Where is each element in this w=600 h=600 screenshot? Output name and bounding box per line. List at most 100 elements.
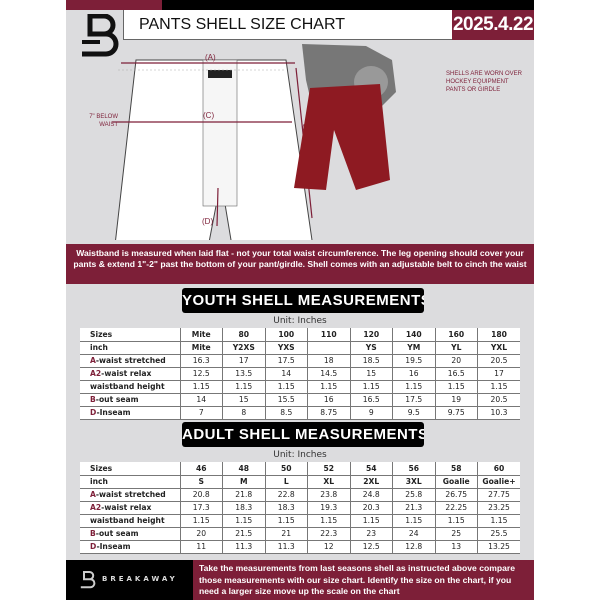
row-label-text: waistband height <box>90 516 165 525</box>
footer-brand-area <box>66 560 193 600</box>
top-bar-accent <box>66 0 162 10</box>
table-cell: 100 <box>265 328 308 342</box>
table-cell: YL <box>435 341 478 355</box>
measurement-letter: A2 <box>90 503 102 512</box>
row-label: A-waist stretched <box>80 488 181 502</box>
row-label-text: -Inseam <box>96 408 131 417</box>
measurement-letter: A2 <box>90 369 102 378</box>
pants-shell-photo <box>294 44 396 190</box>
table-cell: 1.15 <box>435 380 478 394</box>
top-bar-dark <box>162 0 534 10</box>
table-cell: 60 <box>477 462 520 476</box>
table-cell: 160 <box>435 328 478 342</box>
measurement-letter: A <box>90 490 96 499</box>
table-cell: Goalie <box>435 475 478 489</box>
table-cell: 58 <box>435 462 478 476</box>
table-cell: 25.8 <box>392 488 436 502</box>
youth-section-title: YOUTH SHELL MEASUREMENTS <box>182 288 424 313</box>
table-cell: 17 <box>477 367 520 381</box>
row-label-text: -out seam <box>95 395 139 404</box>
table-cell: YXS <box>265 341 308 355</box>
table-cell: 19.3 <box>307 501 351 515</box>
table-cell: 13 <box>435 540 478 554</box>
table-cell: 18.3 <box>222 501 266 515</box>
table-cell: YS <box>350 341 393 355</box>
table-cell: Goalie+ <box>477 475 520 489</box>
table-cell: 14 <box>180 393 223 407</box>
table-cell: 8.75 <box>307 406 351 420</box>
table-cell: 7 <box>180 406 223 420</box>
table-cell: YM <box>392 341 436 355</box>
table-cell: 23.8 <box>307 488 351 502</box>
table-cell: 21.3 <box>392 501 436 515</box>
table-cell: 180 <box>477 328 520 342</box>
table-row: inch Mite Y2XS YXS YS YM YL YXL <box>80 341 520 355</box>
table-cell: 21.8 <box>222 488 266 502</box>
table-cell: 120 <box>350 328 393 342</box>
row-label-text: Sizes <box>90 463 113 473</box>
measurement-letter: D <box>90 408 97 417</box>
table-cell: 16 <box>307 393 351 407</box>
footer-logo-icon <box>80 571 96 589</box>
adult-section-title: ADULT SHELL MEASUREMENTS <box>182 422 424 447</box>
seven-below-waist-note: 7" BELOW WAIST <box>89 114 118 128</box>
table-cell: 16.5 <box>435 367 478 381</box>
table-cell: 13.25 <box>477 540 520 554</box>
table-cell: L <box>265 475 308 489</box>
table-cell: 110 <box>307 328 351 342</box>
table-cell: S <box>180 475 223 489</box>
table-cell: 3XL <box>392 475 436 489</box>
table-cell: 16.5 <box>350 393 393 407</box>
table-cell: 140 <box>392 328 436 342</box>
table-cell: 1.15 <box>265 380 308 394</box>
table-cell: Y2XS <box>222 341 266 355</box>
youth-size-table: Sizes Mite 80 100 110 120 140 160 180 inch Mite Y2X… <box>80 328 520 420</box>
table-cell: 24.8 <box>350 488 393 502</box>
table-cell: 1.15 <box>350 380 393 394</box>
table-cell: 12.5 <box>180 367 223 381</box>
table-cell: 18.5 <box>350 354 393 368</box>
table-row: A2-waist relax 12.5 13.5 14 14.5 15 16 16.5 17 <box>80 367 520 381</box>
table-cell: 1.15 <box>477 514 520 528</box>
page-title: PANTS SHELL SIZE CHART <box>123 10 452 40</box>
row-label-text: inch <box>90 477 108 486</box>
label-d: (D) <box>202 217 213 226</box>
flat-pants-drawing <box>112 59 313 240</box>
table-cell: 10.3 <box>477 406 520 420</box>
table-cell: 1.15 <box>222 514 266 528</box>
table-cell: 11.3 <box>222 540 266 554</box>
table-cell: 1.15 <box>307 514 351 528</box>
table-cell: 14 <box>265 367 308 381</box>
table-cell: 1.15 <box>180 514 223 528</box>
table-cell: 25.5 <box>477 527 520 541</box>
adult-unit: Unit: Inches <box>273 450 327 460</box>
row-label: Sizes <box>80 462 181 476</box>
table-cell: 12.5 <box>350 540 393 554</box>
table-cell: 11 <box>180 540 223 554</box>
table-cell: 9 <box>350 406 393 420</box>
table-cell: 9.5 <box>392 406 436 420</box>
table-row: waistband height 1.15 1.15 1.15 1.15 1.15 1.15… <box>80 380 520 394</box>
table-cell: 54 <box>350 462 393 476</box>
table-cell: 1.15 <box>350 514 393 528</box>
table-cell: 8 <box>222 406 266 420</box>
row-label: waistband height <box>80 514 181 528</box>
measurement-letter: B <box>90 395 96 404</box>
table-cell: 15 <box>222 393 266 407</box>
table-cell: 2XL <box>350 475 393 489</box>
table-cell: 23.25 <box>477 501 520 515</box>
table-row: A2-waist relax 17.3 18.3 18.3 19.3 20.3 21.3 22… <box>80 501 520 515</box>
table-row: B-out seam 20 21.5 21 22.3 23 24 25 25.5 <box>80 527 520 541</box>
row-label-text: -waist relax <box>101 369 152 378</box>
table-cell: 1.15 <box>307 380 351 394</box>
table-cell: 17 <box>222 354 266 368</box>
table-cell: 20.3 <box>350 501 393 515</box>
table-cell: 14.5 <box>307 367 351 381</box>
table-row: Sizes 46 48 50 52 54 56 58 60 <box>80 462 520 476</box>
row-label-text: Sizes <box>90 329 113 339</box>
label-c: (C) <box>203 111 214 120</box>
table-cell: 13.5 <box>222 367 266 381</box>
table-cell: 16 <box>392 367 436 381</box>
table-cell: 17.3 <box>180 501 223 515</box>
table-cell: 19 <box>435 393 478 407</box>
